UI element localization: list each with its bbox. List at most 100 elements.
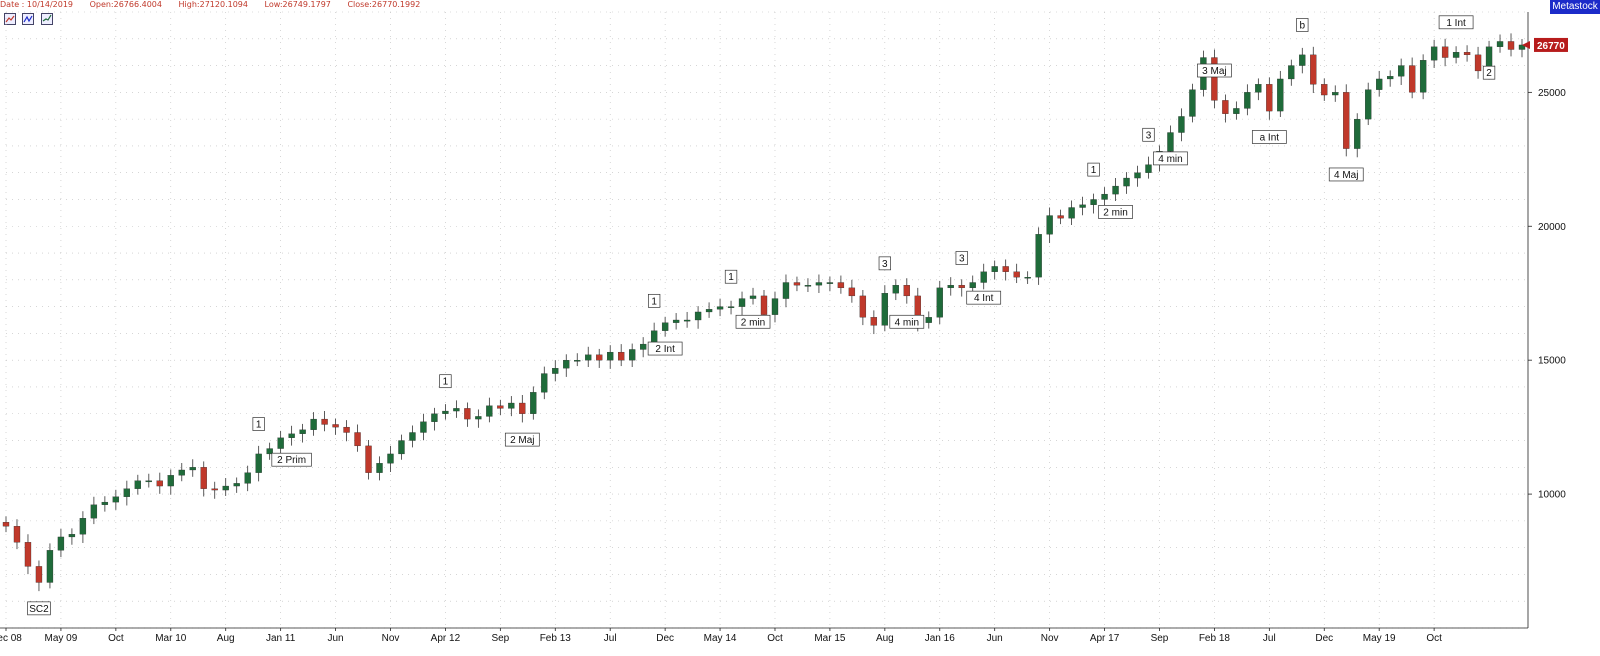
candle-body: [519, 402, 526, 414]
candle-body: [1408, 65, 1416, 93]
x-tick-label: May 19: [1363, 633, 1396, 644]
candle-body: [925, 317, 932, 323]
wave-label-text: 4 min: [1158, 154, 1182, 165]
chart-header: Date : 10/14/2019 Open:26766.4004 High:2…: [0, 0, 1560, 10]
x-tick-label: Sep: [491, 633, 509, 644]
candle: [211, 481, 218, 499]
candle-body: [815, 282, 823, 286]
candle: [178, 463, 185, 482]
candle-body: [68, 534, 76, 538]
candle: [1288, 59, 1295, 86]
candle-body: [1002, 266, 1009, 272]
candle: [222, 478, 229, 496]
candle: [694, 306, 702, 329]
candle: [200, 461, 207, 497]
candle: [980, 263, 987, 290]
candle-body: [694, 311, 702, 321]
chart-properties-icon[interactable]: [4, 13, 16, 25]
candle-body: [46, 550, 54, 583]
wave-label: SC2: [27, 601, 51, 616]
x-tick-label: Nov: [1041, 633, 1059, 644]
wave-label: 1 Int: [1438, 15, 1474, 30]
candle: [1332, 85, 1339, 102]
candle: [1496, 34, 1504, 53]
candle-body: [2, 522, 10, 527]
candle: [826, 276, 834, 292]
candle: [848, 279, 856, 303]
wave-label-box: [966, 290, 1002, 305]
candle-body: [35, 566, 43, 583]
candle: [1145, 156, 1152, 179]
candle-body: [859, 295, 867, 318]
x-tick-label: Nov: [382, 633, 400, 644]
candle-body: [1123, 177, 1130, 187]
wave-label: b: [1296, 18, 1309, 32]
candle-body: [420, 421, 427, 433]
candle: [716, 298, 724, 317]
candle: [1343, 84, 1350, 157]
candle-body: [596, 354, 603, 361]
candle: [771, 291, 779, 323]
candle-body: [332, 424, 339, 428]
candle: [1463, 45, 1471, 62]
candle-body: [189, 467, 196, 471]
candle: [134, 474, 141, 495]
candle-body: [398, 440, 405, 455]
candle-body: [431, 413, 438, 422]
candle-body: [1112, 185, 1119, 195]
wave-label-text: 3: [959, 253, 965, 264]
candle-body: [244, 472, 251, 484]
candle: [299, 423, 306, 443]
wave-label-box: [647, 293, 661, 308]
candle: [596, 348, 603, 368]
wave-label-box: [1251, 130, 1287, 144]
candle-body: [870, 317, 878, 326]
candle-body: [1474, 54, 1482, 72]
candle-body: [1134, 172, 1141, 179]
x-tick-label: Jun: [987, 633, 1003, 644]
x-tick-label: May 09: [45, 633, 78, 644]
candle-body: [13, 526, 21, 543]
candle-body: [79, 518, 87, 535]
candle-body: [57, 536, 65, 551]
candle-body: [90, 504, 98, 519]
x-tick-label: Jan 11: [266, 633, 296, 644]
wave-label-text: 1: [1091, 165, 1097, 176]
candle: [1441, 38, 1449, 67]
candle: [112, 489, 120, 510]
candle-body: [145, 480, 152, 483]
candle: [1507, 33, 1515, 57]
candle: [815, 274, 823, 293]
candle-body: [123, 488, 131, 497]
wave-label-box: [724, 269, 738, 284]
candle-body: [574, 360, 581, 362]
candle: [68, 528, 76, 545]
candle-body: [1024, 276, 1031, 279]
candlestick-series: [2, 33, 1526, 592]
candle: [266, 442, 273, 460]
candle: [727, 300, 735, 315]
x-tick-label: Jan 16: [925, 633, 955, 644]
wave-label-box: [735, 314, 771, 329]
candle-body: [1496, 41, 1504, 47]
candle-body: [464, 408, 471, 420]
candle: [156, 472, 163, 494]
chart-zoom-icon[interactable]: [22, 13, 35, 25]
header-close: Close:26770.1992: [347, 0, 421, 9]
candle: [46, 543, 54, 589]
metastock-badge: Metastock: [1550, 0, 1600, 14]
candle-body: [1354, 118, 1361, 149]
candle: [1222, 94, 1229, 123]
candle-body: [618, 351, 625, 361]
wave-label-text: 1: [443, 377, 449, 388]
candle-body: [387, 453, 394, 464]
candle-body: [1035, 234, 1042, 278]
candle: [1365, 82, 1372, 126]
chart-indicator-icon[interactable]: [40, 13, 53, 25]
wave-label: 4 min: [889, 314, 925, 329]
candle: [101, 496, 109, 512]
wave-label-box: [647, 341, 683, 356]
candle-body: [321, 418, 328, 425]
candle-body: [881, 293, 889, 326]
candle: [1233, 101, 1240, 120]
